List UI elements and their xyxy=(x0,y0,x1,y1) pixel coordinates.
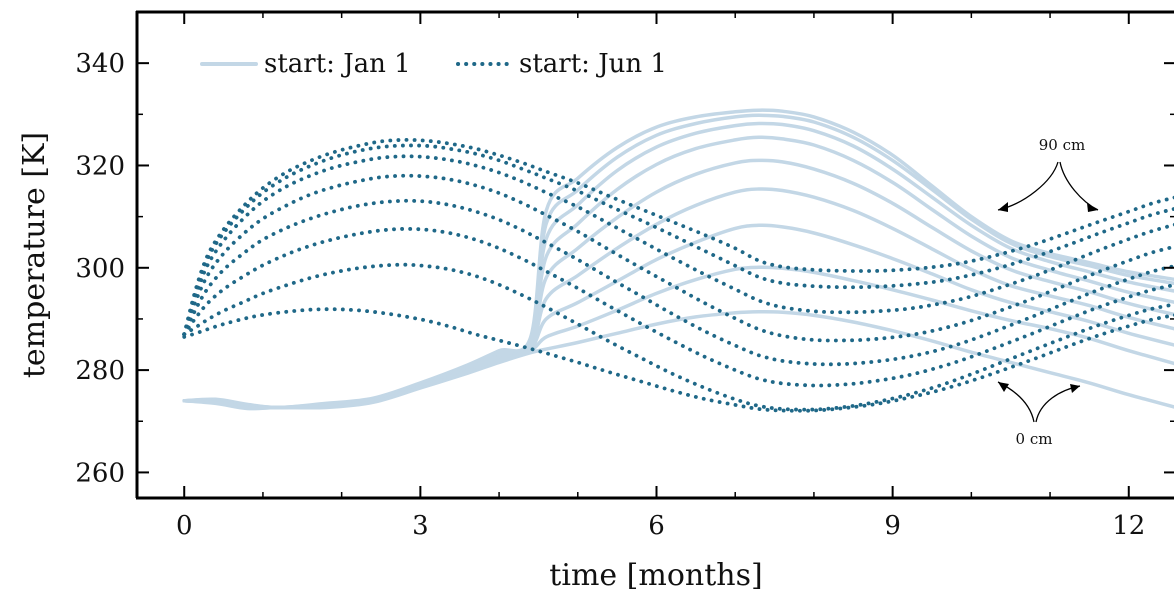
series-line-jan-9 xyxy=(182,310,1174,411)
axes xyxy=(135,10,1174,500)
legend-label-jan: start: Jan 1 xyxy=(264,49,411,79)
annotation-0cm-arrowhead-right xyxy=(1070,384,1080,393)
y-tick-label: 260 xyxy=(75,458,125,488)
annotation-0cm-arrowhead-left xyxy=(998,382,1009,392)
y-tick-label: 340 xyxy=(75,49,125,79)
annotation-0cm: 0 cm xyxy=(997,381,1081,448)
x-axis-label: time [months] xyxy=(549,558,762,593)
x-tick-label: 12 xyxy=(1112,511,1145,541)
series-line-jun-5 xyxy=(182,198,1174,367)
y-axis-label: temperature [K] xyxy=(17,132,52,378)
annotation-90cm-arrowhead-right xyxy=(1087,203,1098,212)
y-tick-label: 320 xyxy=(75,151,125,181)
legend-label-jun: start: Jun 1 xyxy=(519,49,667,79)
annotation-90cm-arrowhead-left xyxy=(998,202,1008,212)
series-line-jun-4 xyxy=(182,173,1174,343)
series-line-jun-1 xyxy=(182,137,1174,337)
series-line-jun-7 xyxy=(182,262,1174,412)
y-tick-label: 300 xyxy=(75,254,125,284)
series-line-jun-6 xyxy=(182,226,1174,388)
x-tick-label: 9 xyxy=(884,511,901,541)
series-line-jan-6 xyxy=(182,187,1174,410)
annotation-90cm-arrow-right xyxy=(1059,161,1099,211)
y-tick-label: 280 xyxy=(75,356,125,386)
x-tick-label: 3 xyxy=(412,511,429,541)
x-tick-label: 6 xyxy=(648,511,665,541)
x-tick-label: 0 xyxy=(176,511,193,541)
annotation-90cm-label: 90 cm xyxy=(1039,136,1085,154)
annotation-0cm-label: 0 cm xyxy=(1016,430,1053,448)
legend: start: Jan 1 start: Jun 1 xyxy=(200,49,667,79)
series-line-jun-2 xyxy=(182,143,1174,337)
ticks: 0 3 6 9 12 260 280 300 320 340 xyxy=(75,11,1174,541)
series-line-jun-3 xyxy=(182,154,1174,337)
series-line-jun-8 xyxy=(182,307,1174,413)
annotation-90cm: 90 cm xyxy=(997,136,1099,212)
series-layer xyxy=(182,108,1174,413)
